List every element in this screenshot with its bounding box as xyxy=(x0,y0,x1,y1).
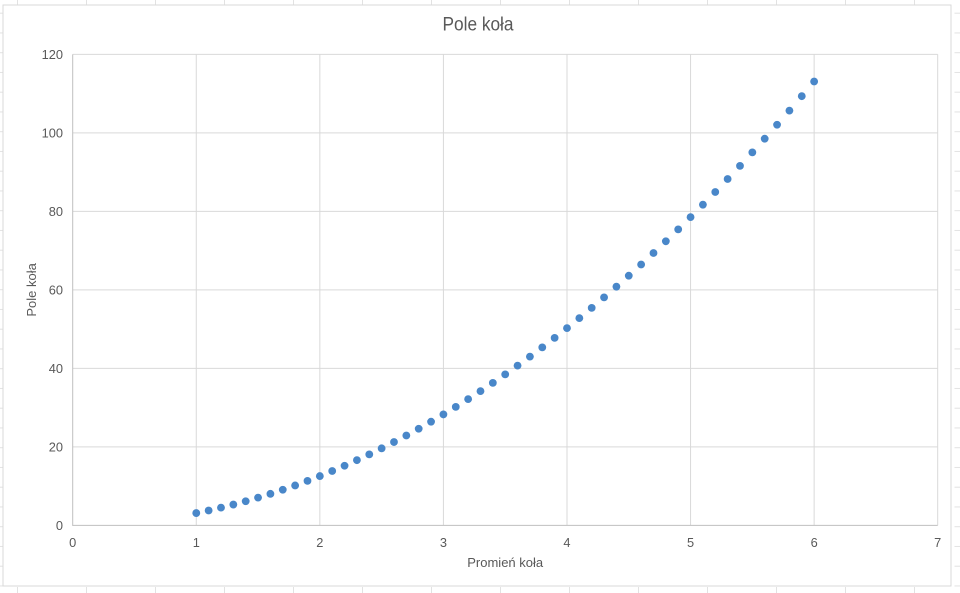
svg-text:Pole koła: Pole koła xyxy=(443,14,514,35)
svg-text:4: 4 xyxy=(563,535,570,550)
svg-text:0: 0 xyxy=(56,518,63,533)
svg-text:0: 0 xyxy=(69,535,76,550)
svg-text:7: 7 xyxy=(934,535,941,550)
svg-text:40: 40 xyxy=(49,361,63,376)
svg-text:100: 100 xyxy=(42,126,63,141)
svg-text:6: 6 xyxy=(811,535,818,550)
svg-text:5: 5 xyxy=(687,535,694,550)
svg-text:20: 20 xyxy=(49,440,63,455)
svg-text:120: 120 xyxy=(42,47,63,62)
svg-text:80: 80 xyxy=(49,204,63,219)
svg-text:3: 3 xyxy=(440,535,447,550)
svg-text:2: 2 xyxy=(316,535,323,550)
svg-text:Pole koła: Pole koła xyxy=(24,262,39,316)
svg-text:1: 1 xyxy=(193,535,200,550)
svg-text:Promień koła: Promień koła xyxy=(467,555,544,570)
svg-text:60: 60 xyxy=(49,283,63,298)
